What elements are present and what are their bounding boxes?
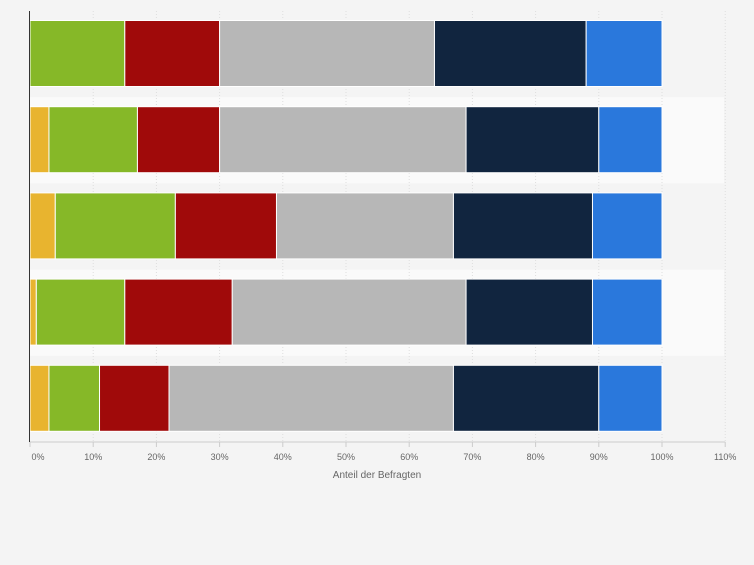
x-tick-label: 20% [147, 452, 165, 462]
bar-segment [433, 20, 587, 87]
bar-segment [219, 106, 467, 174]
axes [29, 11, 726, 447]
bar-segment [465, 106, 600, 174]
bar-segment [29, 364, 50, 432]
x-tick-label: 60% [400, 452, 418, 462]
bar-segment [585, 20, 663, 87]
bar-segment [29, 278, 37, 346]
x-tick-label: 40% [274, 452, 292, 462]
x-axis-label: Anteil der Befragten [333, 470, 421, 481]
bar-segment [174, 192, 277, 260]
bar-segment [136, 106, 221, 174]
bar-segment [99, 364, 170, 432]
bar-segment [231, 278, 467, 346]
x-tick-label: 50% [337, 452, 355, 462]
bar-segment [219, 20, 435, 87]
bar-segment [452, 192, 593, 260]
x-tick-labels: 0% 10% 20% 30% 40% 50% 60% 70% 80% 90% 100% 110% [31, 452, 736, 462]
bar-segment [168, 364, 454, 432]
bar-segment [29, 106, 50, 174]
x-tick-label: 10% [84, 452, 102, 462]
bar-segment [465, 278, 593, 346]
bar-segment [124, 20, 221, 87]
bar-segment [591, 278, 663, 346]
x-tick-label: 30% [211, 452, 229, 462]
bar-segment [124, 278, 233, 346]
bar-segment [29, 192, 56, 260]
bar-segment [54, 192, 176, 260]
bar-segment [598, 106, 663, 174]
bar-segment [48, 106, 138, 174]
bar-segment [35, 278, 126, 346]
bar-segment [591, 192, 663, 260]
x-tick-label: 70% [463, 452, 481, 462]
bar-segment [48, 364, 101, 432]
x-tick-label: 100% [650, 452, 673, 462]
bar-segment [29, 20, 126, 87]
bars [29, 20, 663, 432]
bar-segment [275, 192, 454, 260]
bar-segment [598, 364, 663, 432]
x-tick-label: 90% [590, 452, 608, 462]
x-tick-label: 80% [527, 452, 545, 462]
x-tick-label: 0% [31, 452, 44, 462]
x-tick-label: 110% [714, 452, 736, 462]
bar-segment [452, 364, 600, 432]
